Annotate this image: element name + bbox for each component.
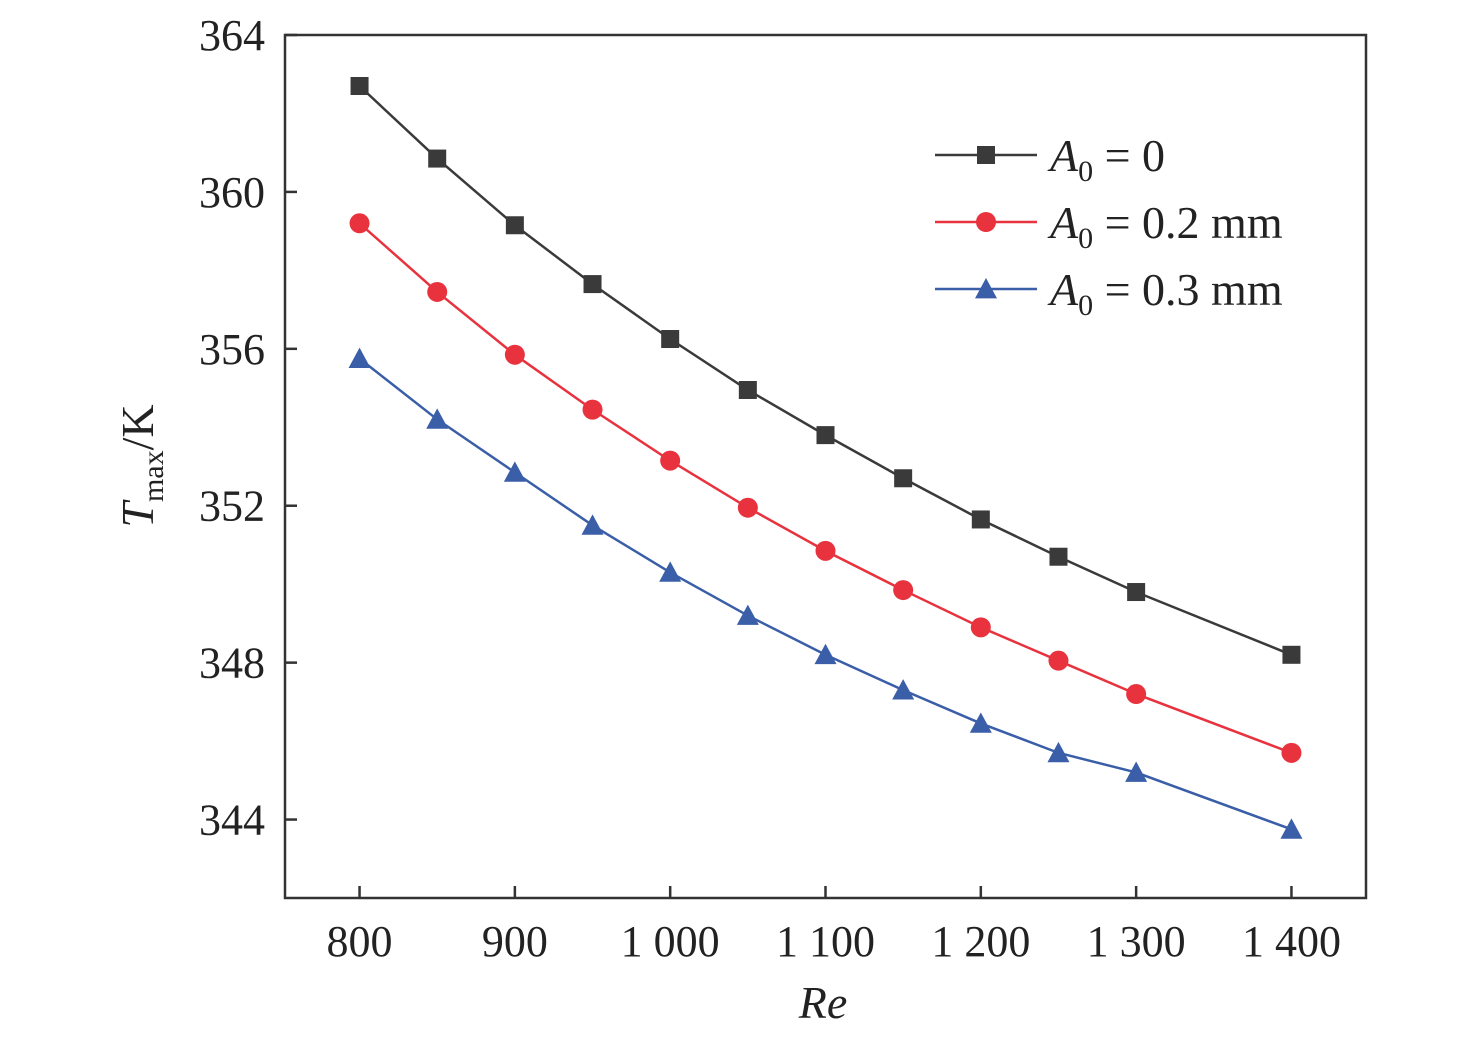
y-tick-label: 352 — [199, 482, 265, 531]
data-point-triangle — [659, 561, 682, 582]
data-point-triangle — [426, 408, 449, 429]
data-point-square — [738, 381, 757, 400]
y-axis-unit: /K — [112, 404, 163, 450]
x-tick-label: 1 100 — [776, 917, 875, 966]
y-axis-subscript: max — [137, 450, 170, 502]
x-tick-label: 900 — [482, 917, 548, 966]
x-axis-ticks: 800 900 1 000 1 100 1 200 1 300 1 400 — [327, 886, 1341, 966]
data-point-square — [1282, 645, 1301, 664]
data-point-circle — [737, 497, 758, 518]
data-point-triangle — [736, 604, 759, 625]
plot-frame — [283, 33, 1368, 900]
data-point-circle — [349, 213, 370, 234]
data-point-triangle — [581, 514, 604, 535]
data-point-square — [428, 149, 447, 168]
series-layer — [348, 76, 1303, 839]
y-tick-label: 356 — [199, 325, 265, 374]
x-tick-label: 1 400 — [1242, 917, 1341, 966]
legend-label: A0 = 0.3 mm — [1047, 264, 1283, 322]
y-tick-label: 348 — [199, 639, 265, 688]
data-point-square — [583, 275, 602, 294]
data-point-square — [816, 426, 835, 445]
data-point-square — [1049, 547, 1068, 566]
data-point-circle — [1048, 650, 1069, 671]
data-point-triangle — [348, 347, 371, 368]
y-tick-label: 364 — [199, 11, 265, 60]
data-point-triangle — [1125, 761, 1148, 782]
legend-label: A0 = 0.2 mm — [1047, 197, 1283, 255]
legend-label: A0 = 0 — [1047, 130, 1165, 188]
x-tick-label: 1 000 — [621, 917, 720, 966]
legend: A0 = 0 A0 = 0.2 mm A0 = 0.3 mm — [935, 130, 1283, 322]
y-axis-title: Tmax/K — [112, 404, 170, 527]
data-point-square — [350, 76, 369, 95]
data-point-triangle — [1280, 818, 1303, 839]
series-3 — [348, 347, 1303, 839]
data-point-triangle — [503, 461, 526, 482]
data-point-square — [661, 330, 680, 349]
x-axis-title: Re — [798, 977, 848, 1028]
data-point-square — [505, 216, 524, 235]
data-point-circle — [893, 580, 914, 601]
y-axis-ticks: 344 348 352 356 360 364 — [199, 11, 297, 845]
x-tick-label: 800 — [327, 917, 393, 966]
series-line — [358, 85, 1292, 656]
data-point-circle — [660, 450, 681, 471]
data-point-square — [1127, 583, 1146, 602]
data-point-square — [971, 510, 990, 529]
legend-marker-triangle — [975, 278, 997, 299]
data-point-circle — [1281, 742, 1302, 763]
data-point-triangle — [892, 679, 915, 700]
data-point-circle — [582, 399, 603, 420]
data-point-circle — [970, 617, 991, 638]
x-tick-label: 1 300 — [1087, 917, 1186, 966]
series-2 — [349, 213, 1302, 763]
data-point-circle — [1126, 684, 1147, 705]
y-tick-label: 360 — [199, 168, 265, 217]
y-tick-label: 344 — [199, 796, 265, 845]
series-line — [358, 222, 1292, 755]
x-tick-label: 1 200 — [931, 917, 1030, 966]
data-point-circle — [504, 344, 525, 365]
data-point-triangle — [814, 643, 837, 665]
legend-marker-square — [977, 146, 995, 164]
y-axis-symbol: T — [112, 499, 163, 528]
legend-marker-circle — [976, 212, 996, 232]
series-line — [358, 357, 1292, 831]
data-point-triangle — [969, 712, 992, 733]
data-point-circle — [427, 281, 448, 302]
data-point-square — [894, 469, 913, 488]
data-point-circle — [815, 540, 836, 561]
data-point-triangle — [1047, 741, 1070, 763]
series-1 — [350, 76, 1301, 664]
